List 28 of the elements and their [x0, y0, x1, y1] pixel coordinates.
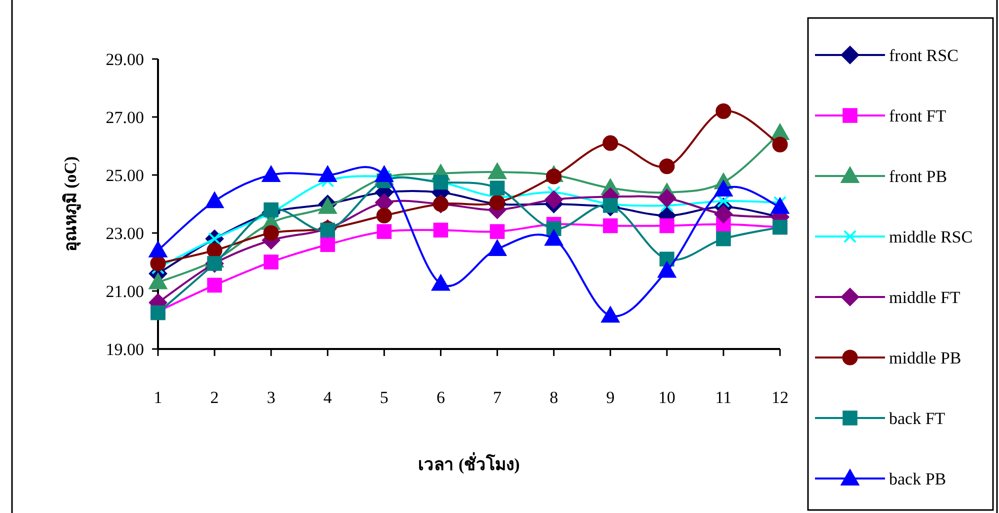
legend-label: front FT: [889, 106, 947, 126]
legend-label: middle PB: [889, 348, 962, 368]
x-axis-title: เวลา (ชั่วโมง): [418, 452, 520, 474]
x-tick-label: 12: [772, 388, 788, 407]
x-tick-label: 1: [154, 388, 162, 407]
x-tick-label: 10: [658, 388, 676, 407]
legend-label: front RSC: [889, 46, 958, 65]
legend-label: middle FT: [889, 288, 961, 307]
x-tick-label: 7: [493, 388, 502, 407]
x-tick-label: 11: [715, 388, 732, 407]
x-tick-label: 5: [380, 388, 388, 407]
y-tick-label: 27.00: [106, 108, 144, 127]
y-tick-label: 25.00: [106, 166, 144, 185]
legend-label: back PB: [889, 470, 946, 488]
x-tick-label: 9: [606, 388, 615, 407]
x-tick-label: 3: [266, 388, 276, 407]
y-axis-title: อุณหภูมิ (oC): [61, 156, 82, 252]
y-tick-label: 19.00: [106, 340, 144, 359]
legend-label: front PB: [889, 167, 948, 186]
y-tick-label: 23.00: [106, 224, 144, 243]
x-tick-label: 4: [323, 388, 332, 407]
y-tick-label: 29.00: [106, 50, 144, 69]
x-tick-label: 6: [436, 388, 445, 407]
x-tick-label: 8: [550, 388, 558, 407]
y-tick-label: 21.00: [106, 282, 144, 301]
x-tick-label: 2: [210, 388, 219, 407]
legend-label: middle RSC: [889, 228, 973, 246]
legend-label: back FT: [889, 409, 946, 428]
